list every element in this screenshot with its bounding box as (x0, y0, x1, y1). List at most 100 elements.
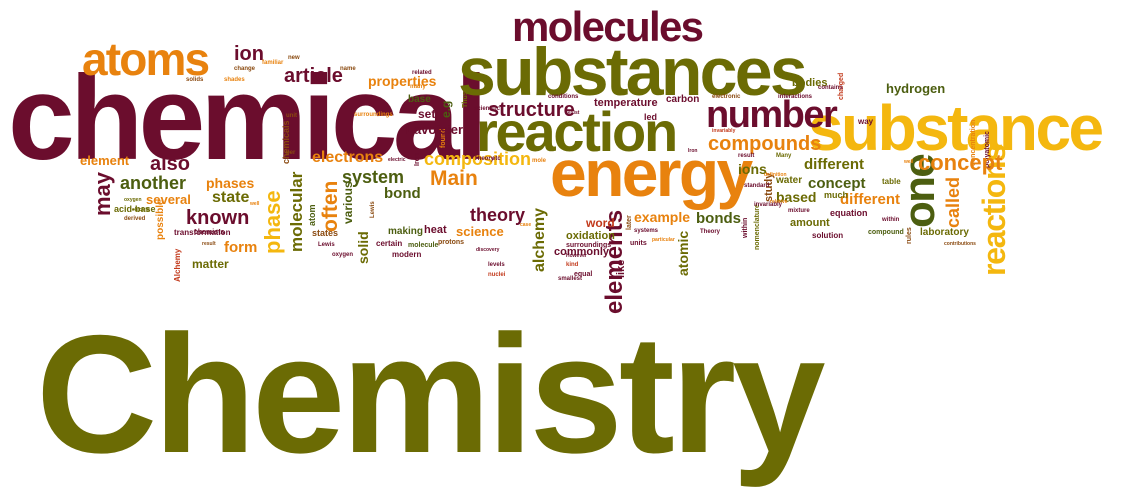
word-equilibrium: solid (355, 231, 371, 264)
word-may: may (90, 171, 115, 216)
word-often: often (319, 180, 342, 232)
word-art: mole (532, 158, 547, 164)
word-electric: electric (388, 157, 406, 163)
word-chemists: led (644, 112, 658, 122)
word-mixture: kind (566, 262, 579, 268)
word-word: word (586, 216, 615, 230)
word-making: making (388, 226, 424, 237)
word-equal: case (520, 222, 532, 228)
word-substances: substances (458, 34, 808, 110)
word-laboratory: laboratory (920, 227, 969, 238)
word-Theory: Theory (700, 229, 721, 235)
word-term: Theory (474, 156, 495, 162)
word-well: well (904, 159, 914, 165)
word-units: relative (770, 199, 788, 205)
word-properties: compounds (708, 133, 822, 155)
word-electronic: new (288, 55, 300, 61)
word-rules: smallest (558, 276, 583, 282)
word-compounds: Main (430, 167, 478, 190)
word-e.g: e.g (439, 100, 453, 118)
word-different: different (840, 191, 900, 208)
word-conditions: electronic (712, 94, 741, 100)
word-concept: concept (808, 175, 866, 192)
word-electrons: electrons (312, 149, 384, 166)
word-chemicals: etc (492, 156, 501, 162)
word-Thus: units (630, 240, 647, 247)
word-mole: nomenclature (754, 204, 761, 250)
word-energy: energy (550, 136, 753, 210)
word-ions: ions (738, 161, 767, 177)
word-molecule: like (615, 259, 627, 278)
word-structure: also (150, 153, 191, 175)
word-table: contains (818, 85, 843, 91)
word-substance: substance (808, 92, 1104, 164)
word-acid-base: chemists (194, 229, 225, 236)
word-charged: name (340, 66, 356, 72)
word-levels: oxygen (124, 197, 142, 203)
word-kind: equal (574, 271, 593, 278)
word-oxidation: oxidation (566, 230, 615, 242)
word-based: based (776, 189, 817, 205)
word-new: familiar (262, 60, 284, 66)
word-form: form (224, 239, 258, 256)
word-bond: bond (384, 185, 421, 202)
word-theory: theory (470, 205, 526, 225)
word-systems: mixture (788, 208, 810, 214)
word-related: unit (286, 113, 297, 119)
word-forms: well (250, 201, 260, 207)
word-various: states (312, 228, 339, 238)
word-within: within (882, 217, 900, 223)
word-basic: electric (132, 207, 150, 213)
word-base: base (408, 94, 431, 105)
word-scientific: Thus (462, 91, 469, 108)
word-possible: transformation (174, 228, 231, 237)
word-etc: within (742, 217, 749, 238)
word-chemical: chemical (8, 51, 488, 185)
word-nuclei: levels (488, 262, 505, 268)
word-Iron: Iron (688, 148, 698, 154)
word-atoms: atoms (82, 33, 210, 85)
word-matter: matter (192, 257, 229, 271)
word-atom: modern (392, 250, 422, 259)
word-acid: various (341, 181, 355, 224)
word-surroundings: surroundings (354, 112, 393, 118)
word-Lavoisier: Lavoisier (406, 122, 464, 137)
word-like: acid-base (114, 204, 156, 214)
word-compound: compound (868, 229, 904, 236)
chemistry-title: Chemistry (36, 300, 826, 488)
word-derived: Lewis (370, 201, 376, 218)
word-states: certain (376, 239, 403, 248)
word-alchemy: alchemy (531, 207, 548, 272)
word-solids: related (412, 70, 432, 76)
word-nomenclature: rules (906, 227, 913, 244)
word-used: ion (234, 43, 264, 65)
word-article: structure (488, 99, 575, 121)
word-shades: many (410, 84, 426, 90)
word-Egypt: systems (634, 228, 659, 234)
word-change: solids (186, 77, 204, 83)
word-bodies: bodies (792, 77, 828, 89)
word-certain: molecule (408, 242, 439, 249)
word-set: set (418, 107, 436, 121)
word-study: Many (776, 153, 792, 159)
word-equation: equation (830, 208, 868, 218)
word-molecular: molecular (287, 171, 306, 252)
word-reaction: reaction (476, 100, 678, 163)
word-led: much (824, 190, 849, 200)
word-modern: protons (438, 239, 465, 246)
word-interactions: interactions (778, 94, 813, 100)
word-oxygen: oxygen (332, 252, 354, 258)
word-particular: contributions (944, 241, 976, 247)
word-Main: concept (918, 150, 1003, 175)
word-commonly: commonly (554, 246, 610, 258)
word-amount: amount (790, 217, 830, 229)
word-hydrogen: hydrogen (886, 81, 946, 96)
word-state: state (212, 189, 250, 206)
word-several: several (146, 192, 191, 207)
word-polyatomic: Iron (414, 152, 421, 166)
word-unit: per (286, 150, 296, 156)
word-result: result (738, 153, 755, 159)
word-Lewis: Lewis (318, 242, 335, 248)
word-element: element (80, 153, 130, 168)
